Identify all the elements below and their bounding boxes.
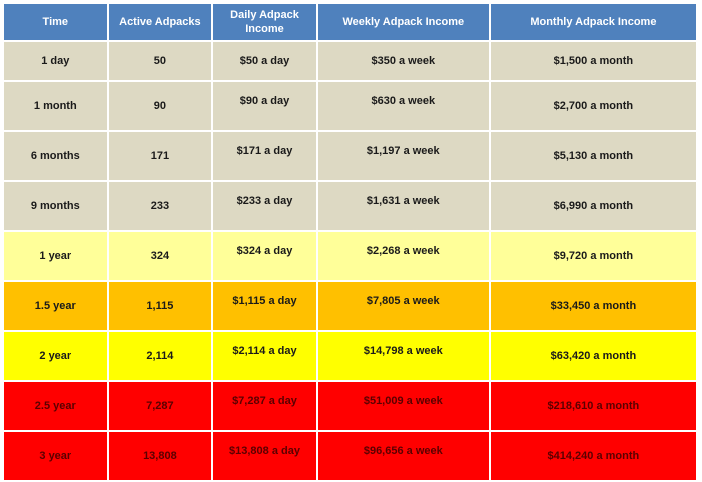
cell-monthly-income: $33,450 a month [490, 282, 696, 330]
cell-weekly-income: $630 a week [317, 82, 489, 130]
table-row: 2 year 2,114 $2,114 a day $14,798 a week… [4, 332, 696, 380]
cell-time: 1 day [4, 42, 107, 80]
table-row: 1 day 50 $50 a day $350 a week $1,500 a … [4, 42, 696, 80]
cell-weekly-income: $2,268 a week [317, 232, 489, 280]
cell-monthly-income: $6,990 a month [490, 182, 696, 230]
header-active-adpacks: Active Adpacks [108, 4, 212, 40]
cell-monthly-income: $63,420 a month [490, 332, 696, 380]
cell-weekly-income: $1,197 a week [317, 132, 489, 180]
cell-monthly-income: $2,700 a month [490, 82, 696, 130]
cell-weekly-income: $51,009 a week [317, 382, 489, 430]
cell-active-adpacks: 50 [108, 42, 212, 80]
cell-time: 2.5 year [4, 382, 107, 430]
header-time: Time [4, 4, 107, 40]
cell-daily-income: $90 a day [213, 82, 316, 130]
cell-active-adpacks: 2,114 [108, 332, 212, 380]
table-row: 1.5 year 1,115 $1,115 a day $7,805 a wee… [4, 282, 696, 330]
cell-active-adpacks: 1,115 [108, 282, 212, 330]
cell-weekly-income: $7,805 a week [317, 282, 489, 330]
cell-monthly-income: $1,500 a month [490, 42, 696, 80]
cell-time: 1 year [4, 232, 107, 280]
cell-active-adpacks: 13,808 [108, 432, 212, 480]
header-daily-income: Daily Adpack Income [213, 4, 316, 40]
cell-weekly-income: $350 a week [317, 42, 489, 80]
cell-time: 3 year [4, 432, 107, 480]
table-row: 3 year 13,808 $13,808 a day $96,656 a we… [4, 432, 696, 480]
header-weekly-income: Weekly Adpack Income [317, 4, 489, 40]
header-monthly-income: Monthly Adpack Income [490, 4, 696, 40]
table-row: 1 month 90 $90 a day $630 a week $2,700 … [4, 82, 696, 130]
cell-daily-income: $13,808 a day [213, 432, 316, 480]
cell-daily-income: $324 a day [213, 232, 316, 280]
cell-monthly-income: $5,130 a month [490, 132, 696, 180]
cell-time: 6 months [4, 132, 107, 180]
cell-daily-income: $171 a day [213, 132, 316, 180]
cell-active-adpacks: 7,287 [108, 382, 212, 430]
cell-active-adpacks: 171 [108, 132, 212, 180]
cell-weekly-income: $1,631 a week [317, 182, 489, 230]
table-row: 6 months 171 $171 a day $1,197 a week $5… [4, 132, 696, 180]
table-row: 2.5 year 7,287 $7,287 a day $51,009 a we… [4, 382, 696, 430]
cell-weekly-income: $96,656 a week [317, 432, 489, 480]
cell-monthly-income: $218,610 a month [490, 382, 696, 430]
cell-daily-income: $7,287 a day [213, 382, 316, 430]
cell-daily-income: $50 a day [213, 42, 316, 80]
cell-time: 1 month [4, 82, 107, 130]
cell-time: 2 year [4, 332, 107, 380]
table-row: 1 year 324 $324 a day $2,268 a week $9,7… [4, 232, 696, 280]
cell-active-adpacks: 233 [108, 182, 212, 230]
cell-active-adpacks: 324 [108, 232, 212, 280]
cell-daily-income: $1,115 a day [213, 282, 316, 330]
cell-monthly-income: $414,240 a month [490, 432, 696, 480]
table-header-row: Time Active Adpacks Daily Adpack Income … [4, 4, 696, 40]
cell-daily-income: $233 a day [213, 182, 316, 230]
cell-active-adpacks: 90 [108, 82, 212, 130]
cell-time: 1.5 year [4, 282, 107, 330]
cell-monthly-income: $9,720 a month [490, 232, 696, 280]
cell-weekly-income: $14,798 a week [317, 332, 489, 380]
cell-daily-income: $2,114 a day [213, 332, 316, 380]
cell-time: 9 months [4, 182, 107, 230]
table-row: 9 months 233 $233 a day $1,631 a week $6… [4, 182, 696, 230]
